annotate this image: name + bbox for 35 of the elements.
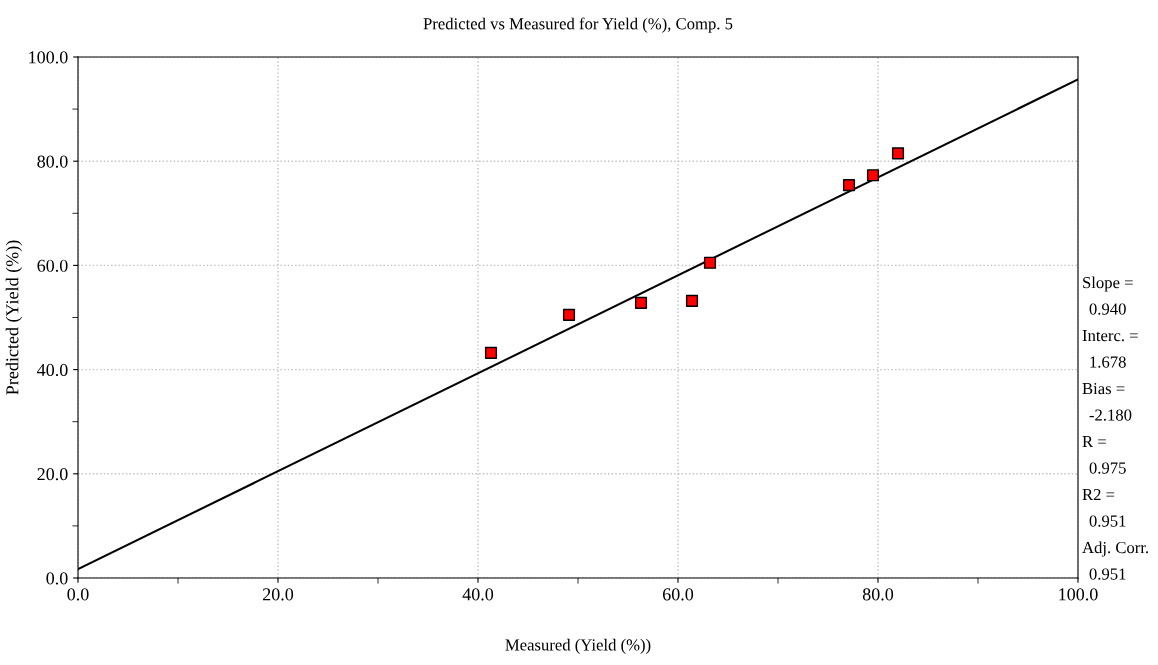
point <box>634 296 648 309</box>
chart-title: Predicted vs Measured for Yield (%), Comp. 5 <box>423 17 733 33</box>
text: R = <box>1082 436 1106 448</box>
y-tick-label: 0.0 <box>46 572 68 585</box>
x-axis-title: Measured (Yield (%)) <box>505 638 651 654</box>
point <box>842 179 856 192</box>
text: R2 = <box>1082 488 1115 501</box>
point <box>484 346 498 360</box>
text: Interc. = <box>1082 330 1138 342</box>
x-tick-label: 60.0 <box>662 588 694 601</box>
point <box>562 308 576 321</box>
text: -2.180 <box>1089 409 1132 421</box>
text: 0.951 <box>1089 568 1126 580</box>
y-tick-label: 60.0 <box>37 259 68 272</box>
x-tick-label: 40.0 <box>462 588 494 601</box>
text: 0.951 <box>1089 515 1126 527</box>
point <box>685 294 699 307</box>
text: 0.940 <box>1089 303 1126 315</box>
point <box>866 169 880 182</box>
x-tick-label: 0.0 <box>67 588 89 601</box>
text: 1.678 <box>1090 356 1126 368</box>
y-tick-label: 80.0 <box>37 155 68 168</box>
x-tick-label: 20.0 <box>262 588 294 601</box>
y-tick-label: 40.0 <box>37 363 68 377</box>
y-tick-label: 100.0 <box>29 51 68 64</box>
text: Bias = <box>1082 382 1125 395</box>
y-tick-label: 20.0 <box>37 468 68 481</box>
x-tick-label: 80.0 <box>862 588 894 601</box>
text: Adj. Corr. <box>1082 541 1149 557</box>
text: Slope = <box>1083 276 1133 292</box>
point <box>703 256 717 269</box>
text: 0.975 <box>1089 462 1126 474</box>
x-tick-label: 100.0 <box>1059 588 1098 601</box>
point <box>891 147 905 160</box>
y-axis-title: Predicted (Yield (%)) <box>5 240 23 395</box>
